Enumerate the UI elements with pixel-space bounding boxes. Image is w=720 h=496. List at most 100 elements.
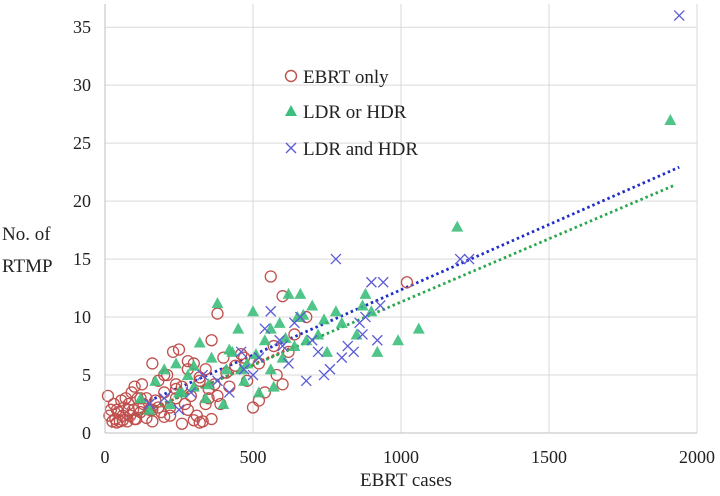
point-ebrt-only <box>288 328 301 341</box>
x-axis-title: EBRT cases <box>360 470 452 491</box>
point-ebrt-only <box>101 389 115 403</box>
point-ldr-or-hdr <box>170 357 183 369</box>
point-ldr-or-hdr <box>371 345 384 357</box>
point-ldr-or-hdr <box>223 343 236 355</box>
y-tick-label: 20 <box>73 191 91 211</box>
point-ldr-or-hdr <box>235 363 248 375</box>
point-ebrt-only <box>199 363 212 376</box>
point-ebrt-only <box>158 410 171 423</box>
legend: EBRT only LDR or HDR LDR and HDR <box>284 67 418 160</box>
point-ldr-or-hdr <box>232 322 245 334</box>
point-ebrt-only <box>264 270 277 283</box>
point-ldr-or-hdr <box>258 334 271 346</box>
point-ldr-or-hdr <box>329 305 342 317</box>
y-axis-title-line-2: RTMP <box>2 256 53 277</box>
y-tick-label: 25 <box>73 133 91 153</box>
gridlines <box>105 4 698 433</box>
point-ebrt-only <box>181 403 195 416</box>
point-ebrt-only <box>169 378 183 391</box>
point-ldr-or-hdr <box>359 287 372 299</box>
point-ldr-or-hdr <box>279 331 292 343</box>
point-ldr-and-hdr <box>247 369 259 381</box>
point-ebrt-only <box>205 412 218 426</box>
y-tick-label: 10 <box>73 307 91 327</box>
x-tick-label: 2000 <box>679 447 715 467</box>
point-ldr-and-hdr <box>360 311 371 323</box>
y-tick-label: 5 <box>82 365 91 385</box>
point-ldr-or-hdr <box>173 386 185 398</box>
point-ldr-and-hdr <box>253 352 265 364</box>
point-ldr-and-hdr <box>330 253 342 265</box>
point-ldr-or-hdr <box>412 322 425 334</box>
point-ldr-or-hdr <box>199 392 212 404</box>
point-ldr-or-hdr <box>306 299 319 311</box>
point-ldr-and-hdr <box>259 323 271 335</box>
point-ldr-or-hdr <box>249 348 262 360</box>
point-ldr-and-hdr <box>283 357 294 369</box>
point-ldr-and-hdr <box>336 352 348 364</box>
point-ldr-and-hdr <box>235 346 247 358</box>
y-tick-label: 35 <box>73 17 91 37</box>
point-ebrt-only <box>270 368 283 382</box>
point-ldr-and-hdr <box>454 253 466 265</box>
point-ldr-and-hdr <box>463 253 475 265</box>
point-ldr-or-hdr <box>134 392 147 404</box>
point-ldr-and-hdr <box>274 334 286 346</box>
point-ebrt-only <box>128 412 141 426</box>
legend-item-ldr-or-hdr: LDR or HDR <box>285 102 407 123</box>
point-ldr-or-hdr <box>164 398 177 410</box>
point-ebrt-only <box>110 416 123 429</box>
point-ldr-and-hdr <box>673 10 685 22</box>
point-ldr-or-hdr <box>273 316 286 328</box>
point-ldr-and-hdr <box>365 276 377 288</box>
point-ebrt-only <box>175 417 189 430</box>
point-ldr-or-hdr <box>335 316 348 328</box>
point-ldr-or-hdr <box>318 313 331 325</box>
point-ldr-or-hdr <box>241 357 254 369</box>
point-ebrt-only <box>172 343 186 356</box>
legend-item-ldr-and-hdr: LDR and HDR <box>285 139 418 160</box>
point-ebrt-only <box>166 345 180 358</box>
point-ebrt-only <box>146 357 159 370</box>
y-tick-label: 15 <box>73 249 91 269</box>
point-ebrt-only <box>178 397 192 411</box>
x-tick-label: 0 <box>101 447 110 467</box>
point-ldr-and-hdr <box>300 375 312 387</box>
point-ldr-or-hdr <box>451 220 464 232</box>
x-tick-label: 1500 <box>531 447 567 467</box>
legend-label-ldr-and-hdr: LDR and HDR <box>303 139 418 160</box>
point-ldr-or-hdr <box>282 287 295 299</box>
point-ldr-or-hdr <box>205 351 218 363</box>
point-ldr-or-hdr <box>202 378 215 390</box>
point-ldr-and-hdr <box>306 334 318 346</box>
point-ldr-and-hdr <box>143 398 155 410</box>
point-ldr-and-hdr <box>318 369 330 381</box>
point-ldr-and-hdr <box>371 334 383 346</box>
legend-label-ebrt-only: EBRT only <box>303 67 389 88</box>
point-ebrt-only <box>128 380 141 393</box>
point-ldr-and-hdr <box>223 386 235 398</box>
point-ebrt-only <box>267 339 280 353</box>
point-ldr-or-hdr <box>181 369 194 381</box>
x-tick-label: 1000 <box>383 447 419 467</box>
point-ebrt-only <box>122 403 135 416</box>
point-ldr-and-hdr <box>238 363 250 375</box>
point-ldr-and-hdr <box>294 311 306 323</box>
point-ebrt-only <box>149 394 162 407</box>
x-tick-label: 500 <box>240 447 267 467</box>
legend-marker-circle <box>284 69 298 83</box>
point-ebrt-only <box>400 276 414 289</box>
point-ldr-and-hdr <box>374 299 386 311</box>
point-ldr-or-hdr <box>664 113 677 125</box>
point-ldr-or-hdr <box>264 363 277 375</box>
point-ebrt-only <box>211 389 224 403</box>
point-ebrt-only <box>217 351 230 364</box>
point-ldr-and-hdr <box>265 305 277 317</box>
point-ldr-or-hdr <box>220 363 233 375</box>
point-ldr-or-hdr <box>187 359 200 371</box>
point-ldr-or-hdr <box>294 287 307 299</box>
point-ldr-or-hdr <box>321 345 333 357</box>
point-ldr-or-hdr <box>356 299 369 311</box>
